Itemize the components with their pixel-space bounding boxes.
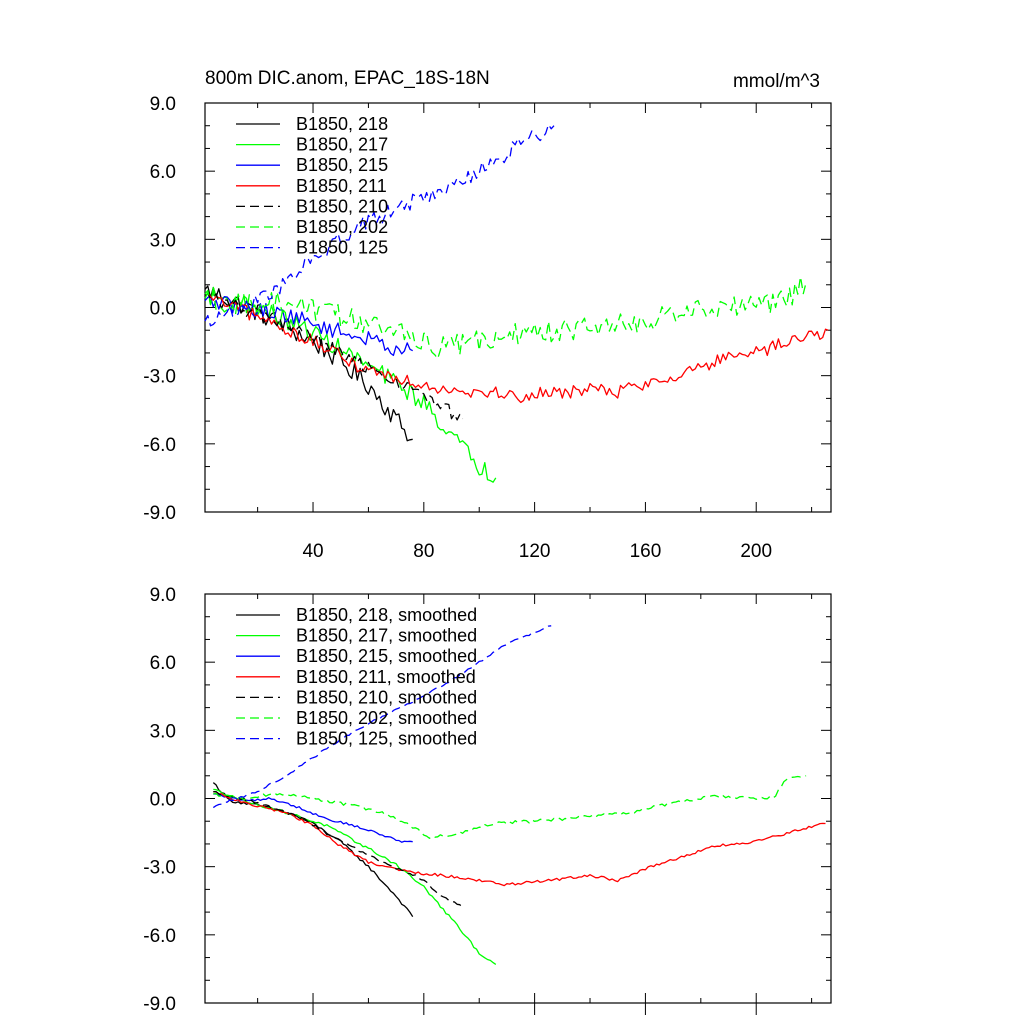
y-tick-label: -9.0 [143, 994, 176, 1015]
legend-label: B1850, 211, smoothed [296, 667, 476, 687]
legend-label: B1850, 217, smoothed [296, 626, 477, 646]
legend-label: B1850, 202, smoothed [296, 708, 477, 728]
chart-title: 800m DIC.anom, EPAC_18S-18N [205, 68, 490, 89]
x-tick-label: 160 [630, 541, 662, 562]
series-line [213, 791, 826, 887]
legend-label: B1850, 215, smoothed [296, 646, 477, 666]
units-label: mmol/m^3 [733, 71, 820, 92]
legend-label: B1850, 217 [296, 135, 388, 155]
raw-anomaly-panel: 40 80 120 160 200 -9.0 -6.0 -3.0 0.0 3.0 6.0 9.0 B18… [143, 94, 832, 562]
legend-label: B1850, 125 [296, 238, 388, 258]
y-tick-label: 3.0 [150, 230, 176, 251]
series-line [204, 123, 555, 327]
series-line [213, 790, 464, 909]
legend-label: B1850, 218 [296, 114, 388, 134]
legend-label: B1850, 210, smoothed [296, 687, 477, 707]
y-tick-label: -6.0 [143, 926, 176, 947]
series-line [204, 292, 464, 421]
y-tick-label: 9.0 [150, 94, 176, 115]
y-tick-label: 0.0 [150, 299, 176, 320]
x-tick-label: 200 [740, 541, 772, 562]
legend-label: B1850, 202 [296, 217, 388, 237]
y-tick-label: 6.0 [150, 653, 176, 674]
x-tick-label: 80 [413, 541, 434, 562]
series-line [213, 793, 413, 843]
legend-label: B1850, 218, smoothed [296, 605, 477, 625]
series-line [204, 276, 807, 360]
series-line [204, 293, 829, 404]
y-tick-label: 9.0 [150, 585, 176, 606]
y-tick-label: 6.0 [150, 162, 176, 183]
y-tick-label: -3.0 [143, 367, 176, 388]
series-line [204, 286, 497, 483]
y-tick-label: -9.0 [143, 503, 176, 524]
y-tick-label: 3.0 [150, 721, 176, 742]
smoothed-anomaly-panel: -9.0 -6.0 -3.0 0.0 3.0 6.0 9.0 B1850, 218, smoo… [143, 585, 832, 1015]
legend-label: B1850, 125, smoothed [296, 729, 477, 749]
series-line [213, 775, 807, 839]
y-tick-label: 0.0 [150, 790, 176, 811]
x-tick-label: 120 [519, 541, 551, 562]
y-tick-label: -3.0 [143, 858, 176, 879]
legend-label: B1850, 210 [296, 196, 388, 216]
legend-label: B1850, 211 [296, 176, 387, 196]
series-line [212, 625, 552, 809]
legend-label: B1850, 215 [296, 155, 388, 175]
series-line [212, 782, 414, 918]
x-tick-label: 40 [302, 541, 323, 562]
y-tick-label: -6.0 [143, 435, 176, 456]
